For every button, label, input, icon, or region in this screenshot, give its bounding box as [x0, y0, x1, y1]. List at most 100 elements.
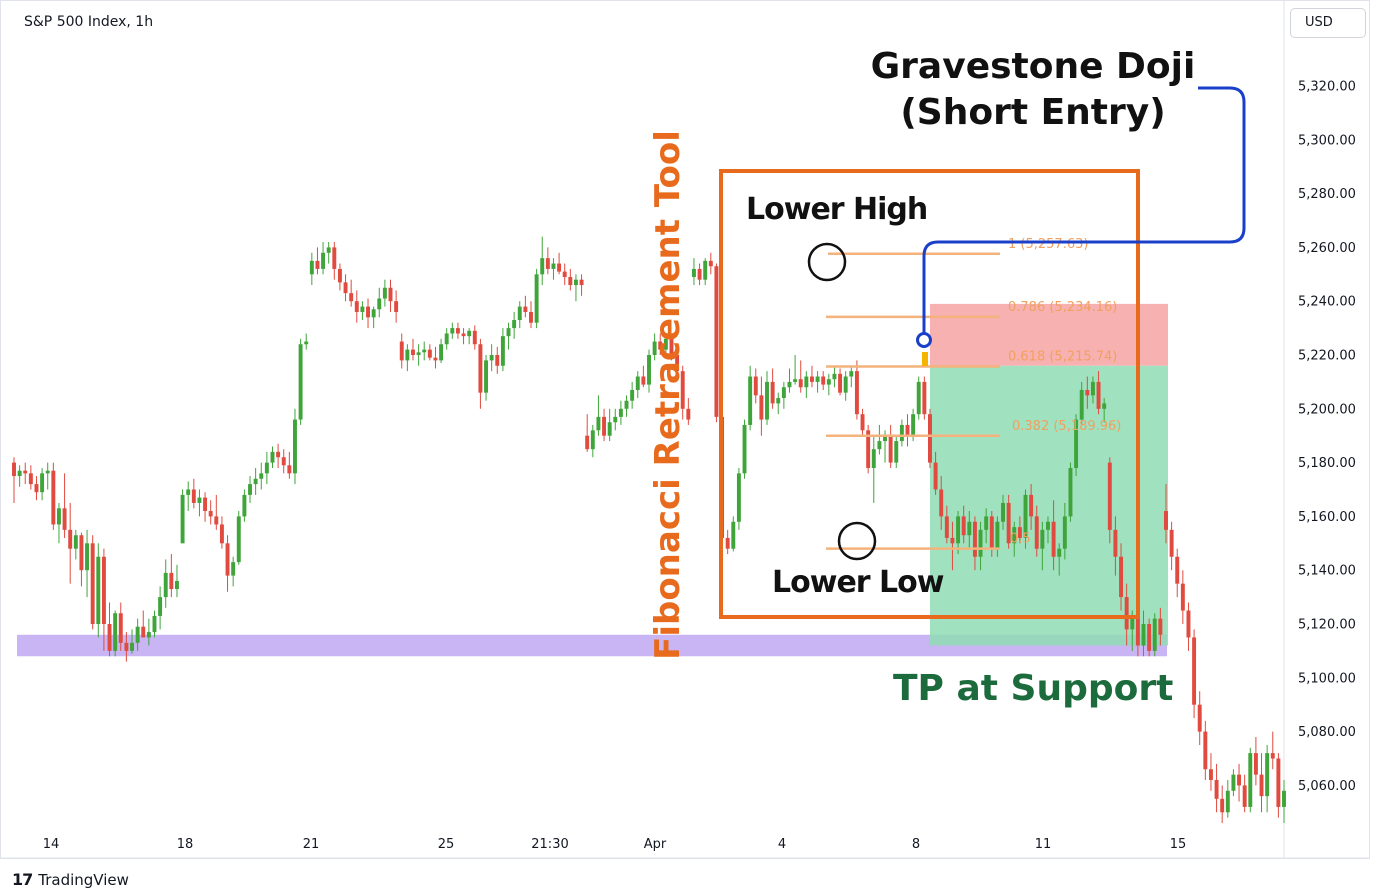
- candle-body: [989, 516, 994, 549]
- candle-body: [1119, 556, 1124, 598]
- candle-body: [388, 287, 393, 302]
- candle-body: [849, 371, 854, 377]
- candle-body: [1231, 774, 1236, 791]
- brand-name: TradingView: [38, 870, 129, 889]
- candle-body: [1017, 527, 1022, 538]
- candle-body: [596, 416, 601, 431]
- candle-body: [433, 357, 438, 361]
- candle-body: [826, 379, 831, 385]
- y-tick-label: 5,140.00: [1298, 564, 1356, 579]
- candle-body: [422, 349, 427, 353]
- candle-body: [680, 371, 685, 409]
- candle-body: [56, 508, 61, 525]
- x-tick-label: 21:30: [531, 837, 568, 852]
- x-tick-label: Apr: [644, 837, 667, 852]
- candle-body: [838, 373, 843, 393]
- x-tick-label: 18: [177, 837, 194, 852]
- candle-body: [883, 435, 887, 442]
- candle-body: [607, 422, 612, 436]
- candle-body: [169, 572, 174, 590]
- candle-body: [219, 524, 224, 544]
- candle-body: [1175, 556, 1180, 584]
- y-tick-label: 5,240.00: [1298, 295, 1356, 310]
- ticker-label[interactable]: S&P 500 Index, 1h: [24, 14, 154, 30]
- candle-body: [950, 537, 955, 544]
- candle-body: [23, 470, 28, 474]
- candle-body: [736, 473, 741, 522]
- candle-body: [905, 424, 910, 436]
- candle-body: [236, 516, 241, 563]
- candle-body: [79, 535, 84, 571]
- candle-body: [270, 451, 275, 463]
- doji-connector-line: [922, 86, 1246, 335]
- y-tick-label: 5,280.00: [1298, 187, 1356, 202]
- x-tick-label: 15: [1170, 837, 1187, 852]
- candle-body: [708, 260, 713, 267]
- candle-body: [12, 462, 16, 477]
- candle-body: [304, 341, 309, 345]
- candle-body: [1197, 704, 1202, 732]
- candle-body: [40, 473, 45, 493]
- candle-body: [439, 344, 444, 361]
- candle-body: [1057, 548, 1062, 557]
- candle-body: [377, 298, 382, 310]
- candle-body: [34, 484, 39, 493]
- candle-body: [1130, 618, 1135, 630]
- candle-body: [146, 632, 151, 638]
- candle-body: [1237, 774, 1242, 786]
- candle-body: [495, 355, 500, 366]
- candle-body: [1270, 753, 1275, 759]
- candle-body: [753, 376, 758, 396]
- candle-body: [484, 360, 489, 393]
- candle-body: [17, 470, 22, 477]
- candle-body: [450, 328, 455, 334]
- candle-body: [854, 371, 859, 415]
- candle-body: [787, 381, 792, 388]
- candle-body: [928, 414, 932, 463]
- candle-body: [1214, 780, 1219, 799]
- candle-body: [523, 306, 528, 312]
- currency-button[interactable]: USD: [1290, 8, 1366, 38]
- candle-body: [1225, 790, 1230, 813]
- candle-body: [1090, 381, 1095, 396]
- candle-body: [956, 516, 961, 544]
- candle-body: [534, 274, 539, 323]
- gravestone-doji-line1: Gravestone Doji: [870, 46, 1196, 87]
- candle-body: [253, 478, 258, 485]
- candle-body: [725, 537, 730, 549]
- candle-body: [911, 414, 916, 436]
- candle-body: [1203, 731, 1208, 770]
- candle-body: [590, 430, 595, 450]
- candle-body: [1040, 529, 1045, 549]
- candle-body: [573, 279, 578, 286]
- candle-body: [427, 349, 432, 358]
- candle-body: [1034, 516, 1039, 549]
- candle-body: [1248, 753, 1253, 807]
- candle-body: [1001, 502, 1005, 522]
- candle-body: [984, 516, 989, 530]
- candle-body: [1113, 529, 1118, 557]
- candle-body: [315, 260, 320, 269]
- candle-body: [203, 497, 208, 512]
- candle-body: [293, 419, 297, 474]
- candle-body: [1259, 774, 1264, 797]
- lower-low-circle: [837, 521, 877, 561]
- candle-body: [349, 293, 354, 302]
- candle-body: [1062, 516, 1067, 549]
- candle-body: [152, 615, 157, 633]
- candle-body: [770, 381, 775, 404]
- candle-body: [1208, 769, 1213, 781]
- candle-body: [118, 613, 123, 643]
- candle-body: [809, 376, 814, 382]
- fib-tool-box: [719, 169, 1140, 619]
- candle-body: [1158, 618, 1163, 635]
- candle-body: [248, 484, 252, 495]
- y-tick-label: 5,320.00: [1298, 80, 1356, 95]
- candle-body: [85, 543, 90, 571]
- tradingview-brand[interactable]: 17 TradingView: [12, 870, 129, 889]
- candle-body: [399, 341, 404, 361]
- candle-body: [337, 268, 342, 283]
- lower-high-circle: [807, 242, 847, 282]
- fib-level-label: 1 (5,257.63): [1008, 237, 1088, 252]
